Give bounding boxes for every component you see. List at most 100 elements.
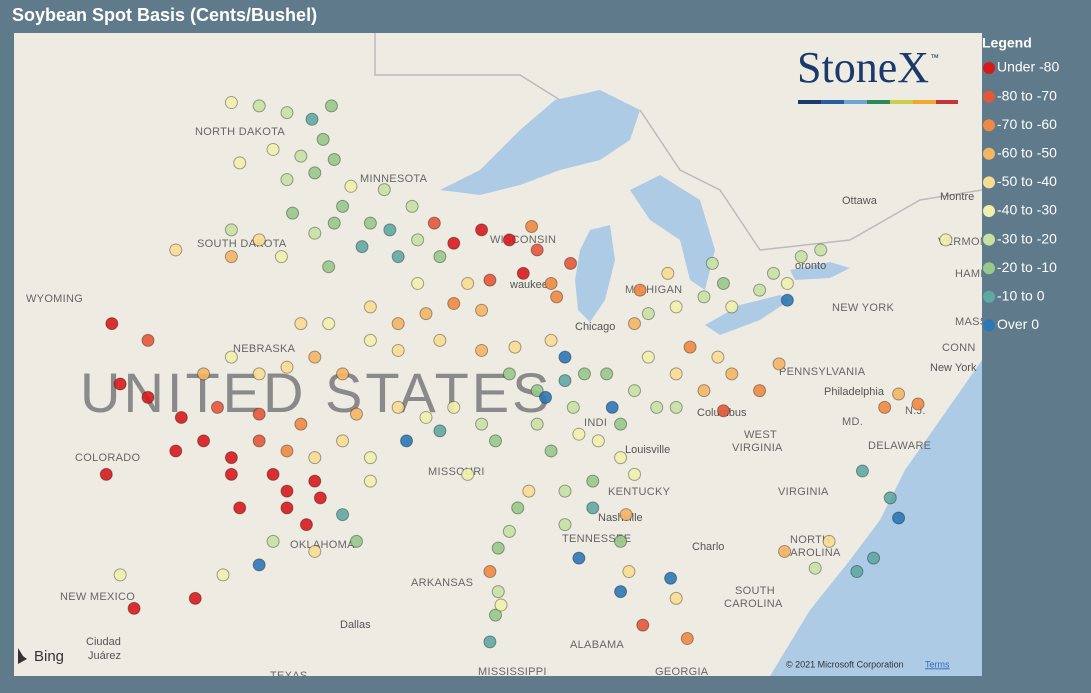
basis-point xyxy=(327,216,341,230)
city-label: oronto xyxy=(795,260,826,272)
basis-point xyxy=(669,300,683,314)
basis-point xyxy=(566,400,580,414)
state-label: ARKANSAS xyxy=(411,577,473,589)
legend-swatch xyxy=(983,90,995,103)
legend: Under -80 -80 to -70 -70 to -60 -60 to -50 -… xyxy=(983,59,1059,332)
state-label: SOUTH xyxy=(735,585,775,597)
basis-point xyxy=(294,317,308,331)
basis-point xyxy=(627,467,641,481)
legend-swatch xyxy=(983,319,995,332)
legend-swatch xyxy=(983,147,995,160)
basis-point xyxy=(308,226,322,240)
basis-point xyxy=(475,343,489,357)
logo-bar xyxy=(798,100,821,104)
city-label: Juárez xyxy=(88,650,121,662)
basis-point xyxy=(664,571,678,585)
state-label: CAROLINA xyxy=(782,547,841,559)
legend-label: Under -80 xyxy=(997,59,1059,75)
basis-point xyxy=(661,266,675,280)
basis-point xyxy=(502,233,516,247)
basis-point xyxy=(572,427,586,441)
basis-point xyxy=(491,585,505,599)
logo-bar xyxy=(890,100,913,104)
basis-point xyxy=(324,99,338,113)
basis-point xyxy=(447,236,461,250)
basis-point xyxy=(586,501,600,515)
basis-point xyxy=(349,407,363,421)
country-label: UNITED STATES xyxy=(80,361,553,424)
basis-point xyxy=(780,276,794,290)
points xyxy=(99,96,953,649)
basis-point xyxy=(622,565,636,579)
basis-point xyxy=(141,390,155,404)
lake xyxy=(790,262,850,280)
basis-point xyxy=(680,632,694,646)
basis-point xyxy=(188,591,202,605)
state-label: MD. xyxy=(842,416,863,428)
basis-point xyxy=(822,534,836,548)
basis-point xyxy=(411,276,425,290)
basis-point xyxy=(461,276,475,290)
basis-point xyxy=(705,256,719,270)
terms-link[interactable]: Terms xyxy=(925,659,950,669)
basis-point xyxy=(308,350,322,364)
state-label: ALABAMA xyxy=(570,639,624,651)
basis-point xyxy=(669,591,683,605)
basis-point xyxy=(614,585,628,599)
basis-point xyxy=(614,417,628,431)
basis-point xyxy=(725,367,739,381)
basis-point xyxy=(544,333,558,347)
basis-point xyxy=(252,99,266,113)
state-label: NEW MEXICO xyxy=(60,591,135,603)
city-label: waukee xyxy=(509,279,548,291)
basis-point xyxy=(308,166,322,180)
legend-label: -20 to -10 xyxy=(997,259,1057,275)
basis-point xyxy=(600,367,614,381)
legend-label: -30 to -20 xyxy=(997,230,1057,246)
basis-point xyxy=(169,444,183,458)
basis-point xyxy=(525,220,539,233)
basis-point xyxy=(274,250,288,264)
basis-point xyxy=(355,240,369,254)
bing-icon xyxy=(18,648,27,664)
basis-point xyxy=(224,96,238,110)
city-label: Dallas xyxy=(340,619,371,631)
basis-point xyxy=(669,400,683,414)
logo-bar xyxy=(821,100,844,104)
basis-point xyxy=(544,444,558,458)
basis-point xyxy=(627,384,641,398)
state-label: WISCONSIN xyxy=(490,234,556,246)
basis-point xyxy=(336,199,350,213)
state-label: MISSISSIPPI xyxy=(478,666,547,678)
basis-point xyxy=(488,434,502,448)
basis-point xyxy=(427,216,441,230)
basis-point xyxy=(224,250,238,264)
basis-point xyxy=(483,565,497,579)
basis-point xyxy=(280,501,294,515)
basis-point xyxy=(252,407,266,421)
state-label: WEST xyxy=(744,429,777,441)
state-label: MASS xyxy=(955,316,987,328)
map-labels: NORTH DAKOTA MINNESOTA SOUTH DAKOTA WISC… xyxy=(26,126,987,682)
basis-point xyxy=(233,156,247,170)
basis-point xyxy=(266,142,280,156)
basis-point xyxy=(105,317,119,331)
basis-point xyxy=(363,333,377,347)
basis-point xyxy=(411,233,425,247)
state-label: TEXAS xyxy=(270,670,308,682)
basis-point xyxy=(494,598,508,612)
basis-point xyxy=(753,283,767,297)
basis-point xyxy=(294,149,308,163)
basis-point xyxy=(939,233,953,247)
legend-swatch xyxy=(983,62,995,74)
basis-point xyxy=(892,387,906,401)
basis-point xyxy=(336,508,350,522)
basis-point xyxy=(502,524,516,538)
basis-point xyxy=(591,434,605,448)
state-label: TENNESSEE xyxy=(562,533,631,545)
basis-point xyxy=(280,444,294,458)
basis-point xyxy=(305,112,319,126)
basis-point xyxy=(286,206,300,220)
basis-point xyxy=(850,565,864,579)
